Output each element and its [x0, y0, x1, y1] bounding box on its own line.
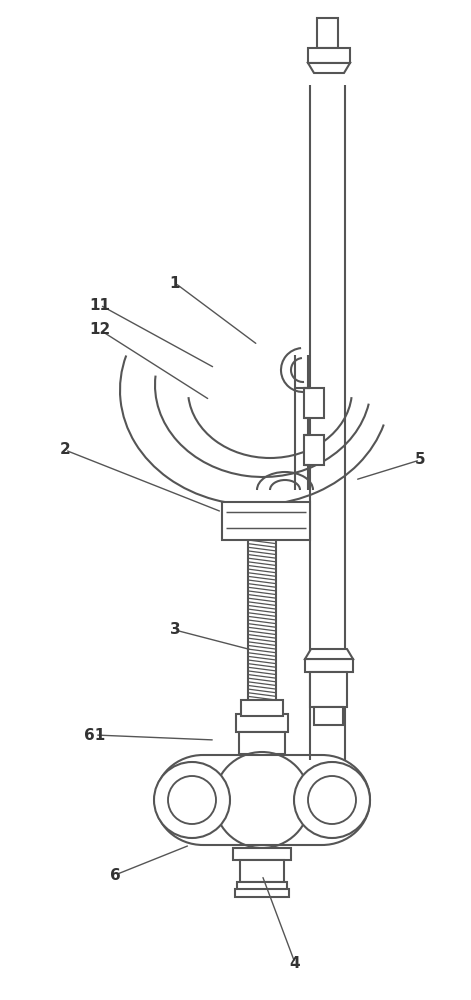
Text: 2: 2 — [60, 442, 70, 458]
Text: 5: 5 — [414, 452, 425, 468]
Circle shape — [308, 776, 356, 824]
Polygon shape — [305, 649, 353, 659]
Bar — [310, 672, 347, 707]
Text: 61: 61 — [84, 728, 106, 742]
Bar — [241, 700, 283, 716]
Bar — [314, 707, 343, 725]
Bar — [237, 882, 287, 890]
Circle shape — [294, 762, 370, 838]
Bar — [317, 18, 338, 48]
Bar — [304, 388, 324, 418]
Bar — [222, 502, 310, 540]
Text: 1: 1 — [170, 275, 180, 290]
Bar — [240, 860, 284, 882]
Polygon shape — [308, 63, 350, 73]
Bar — [304, 435, 324, 465]
Circle shape — [154, 762, 230, 838]
Bar — [308, 48, 350, 63]
Bar — [239, 732, 285, 754]
Text: 6: 6 — [110, 867, 121, 882]
Text: 12: 12 — [89, 322, 111, 338]
Text: 3: 3 — [170, 622, 180, 638]
Bar — [305, 659, 353, 672]
Text: 4: 4 — [290, 956, 300, 970]
Text: 11: 11 — [89, 298, 111, 312]
Bar — [235, 889, 289, 897]
Circle shape — [168, 776, 216, 824]
Bar — [233, 848, 291, 860]
Bar — [236, 714, 288, 732]
Circle shape — [214, 752, 310, 848]
